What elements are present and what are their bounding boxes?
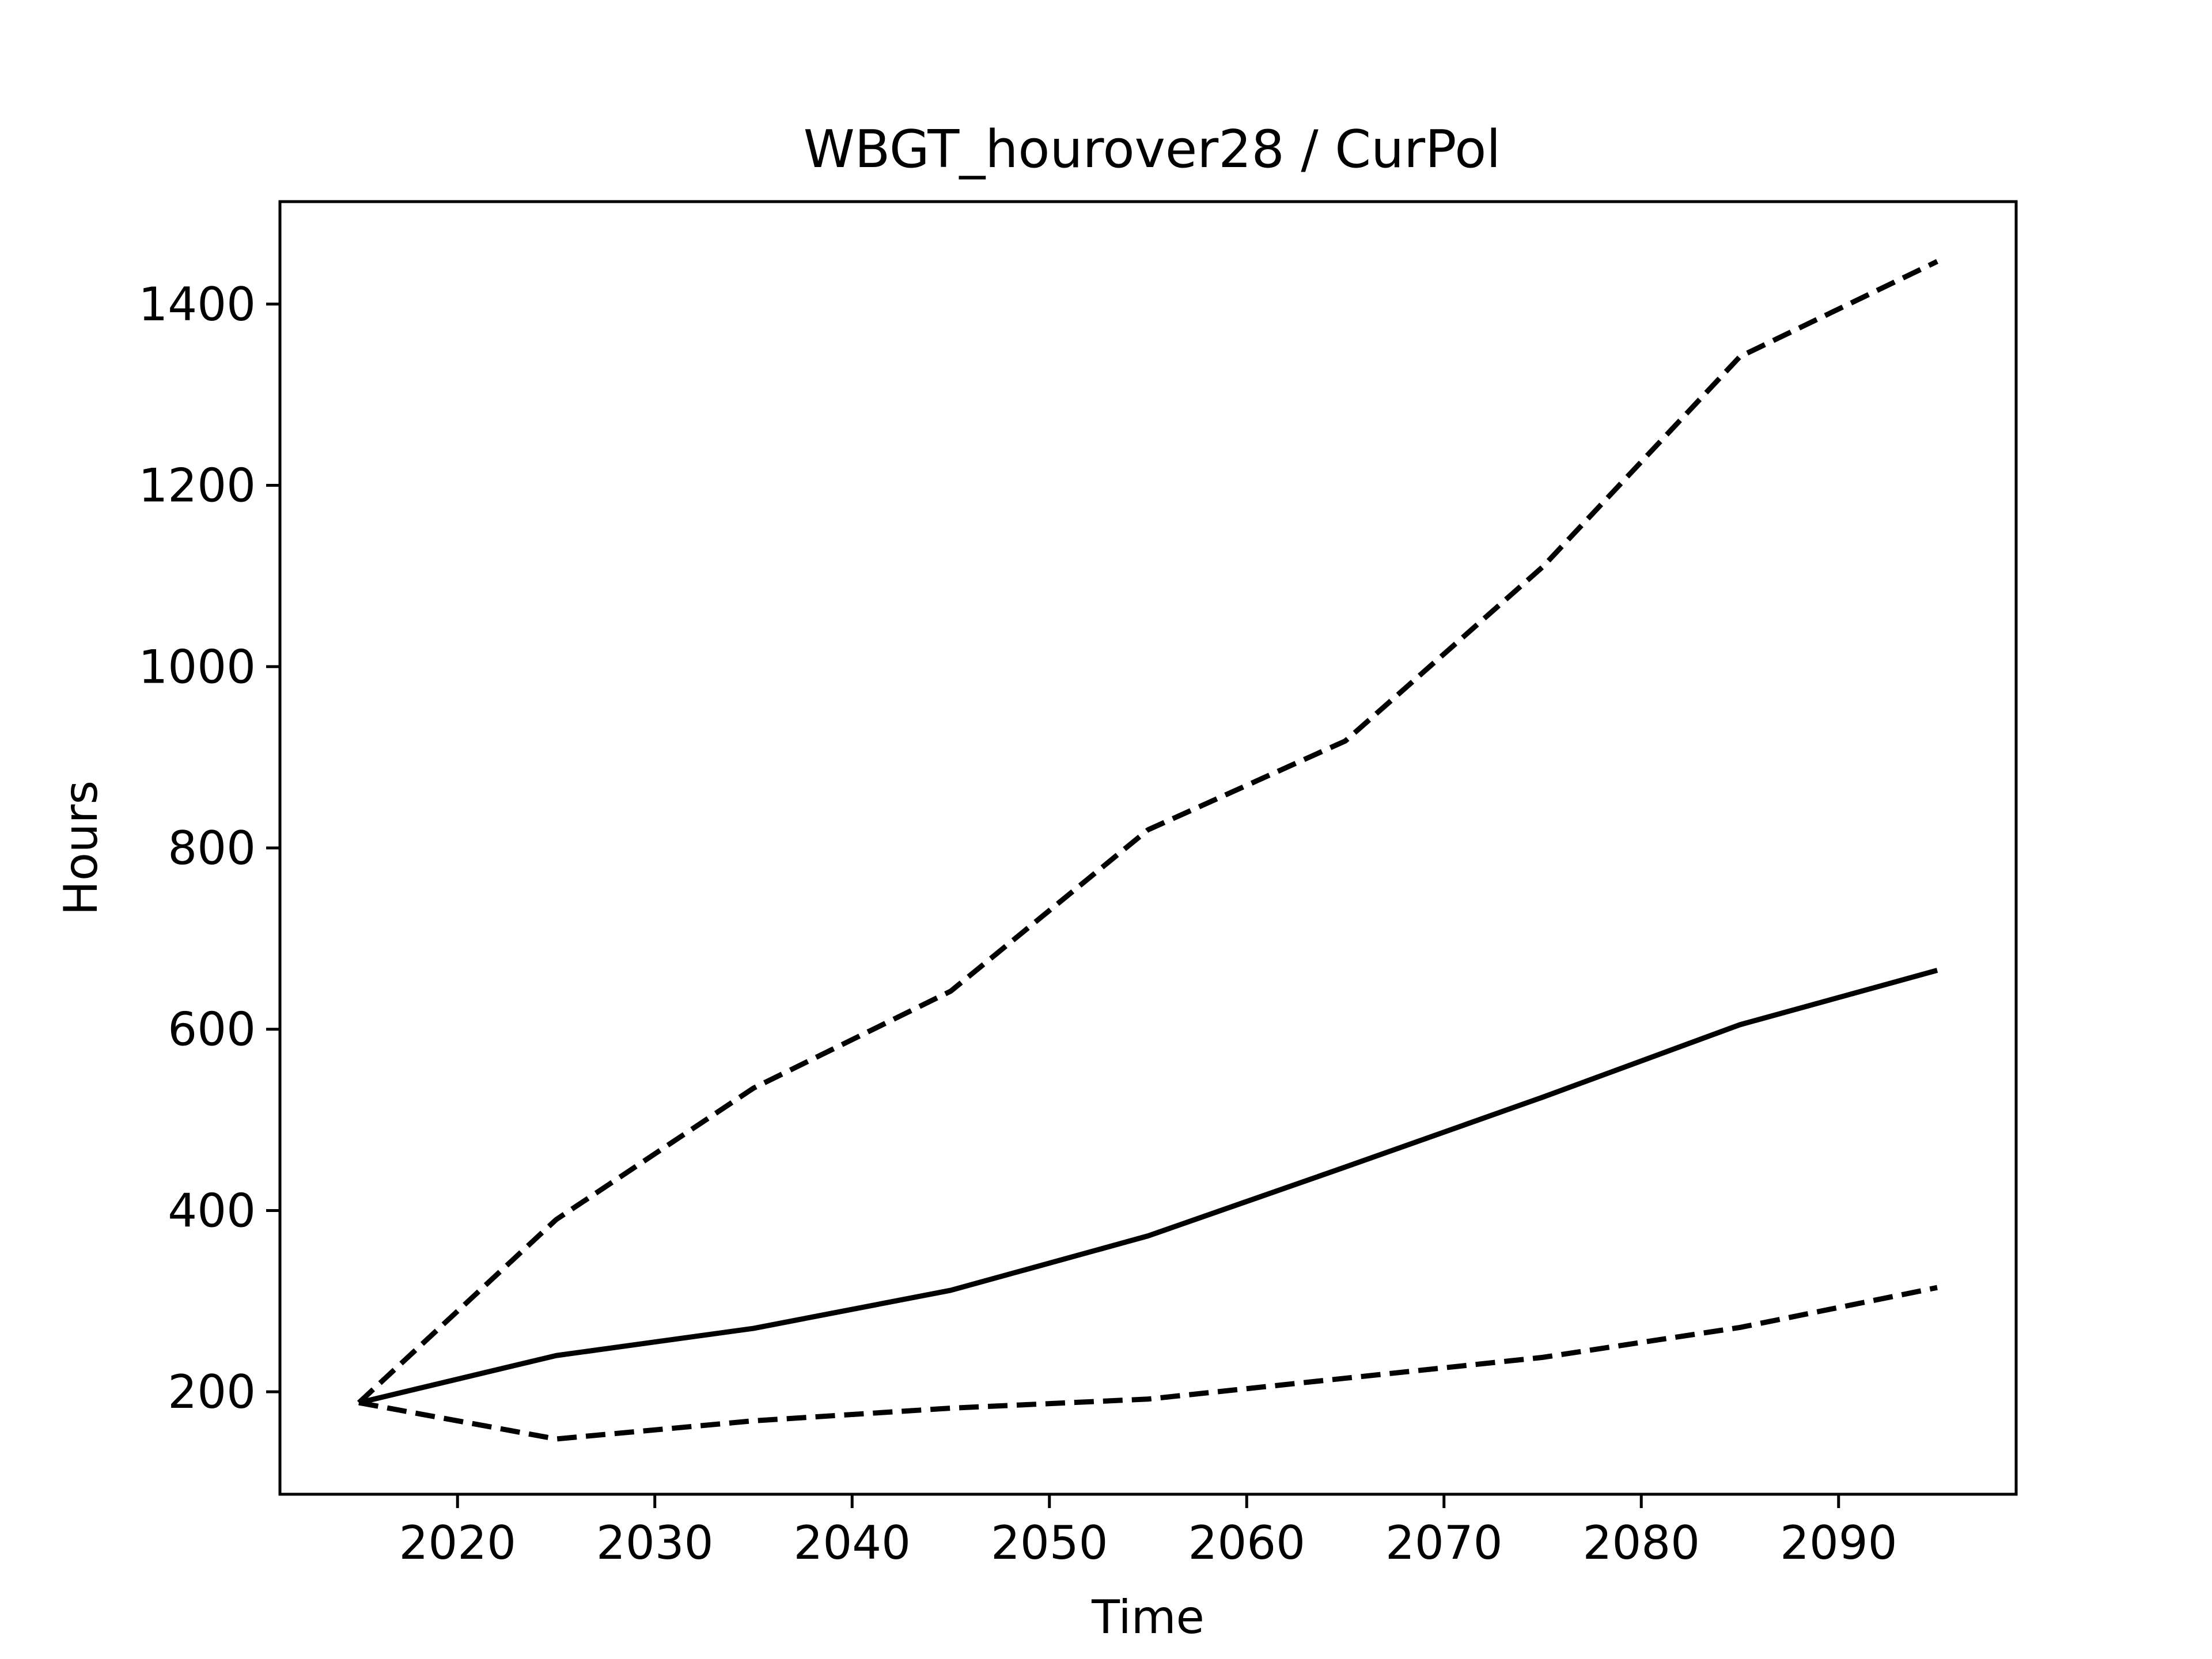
x-tick-label: 2070 — [1385, 1516, 1503, 1570]
x-tick-label: 2080 — [1582, 1516, 1700, 1570]
x-tick-label: 2040 — [793, 1516, 911, 1570]
y-tick-label: 1400 — [138, 278, 256, 331]
series-median-line — [358, 968, 1938, 1406]
y-tick-label: 1000 — [138, 640, 256, 694]
y-tick-label: 200 — [168, 1365, 256, 1419]
y-axis: 200 400 600 800 1000 1200 1400 — [138, 278, 280, 1419]
x-tick-label: 2050 — [991, 1516, 1108, 1570]
x-axis-label: Time — [1091, 1590, 1205, 1644]
x-tick-label: 2020 — [399, 1516, 516, 1570]
y-tick-label: 400 — [168, 1184, 256, 1237]
chart-title: WBGT_hourover28 / CurPol — [804, 119, 1501, 180]
y-axis-label: Hours — [54, 781, 108, 915]
y-tick-label: 800 — [168, 821, 256, 875]
x-tick-label: 2060 — [1188, 1516, 1305, 1570]
series-upper-bound-line — [357, 259, 1938, 1405]
x-tick-label: 2030 — [596, 1516, 714, 1570]
series-layer — [357, 259, 1938, 1442]
x-axis: 2020 2030 2040 2050 2060 2070 2080 2090 — [399, 1494, 1897, 1570]
series-lower-bound-line — [358, 1285, 1938, 1442]
y-tick-label: 600 — [168, 1003, 256, 1056]
x-tick-label: 2090 — [1780, 1516, 1897, 1570]
y-tick-label: 1200 — [138, 459, 256, 513]
